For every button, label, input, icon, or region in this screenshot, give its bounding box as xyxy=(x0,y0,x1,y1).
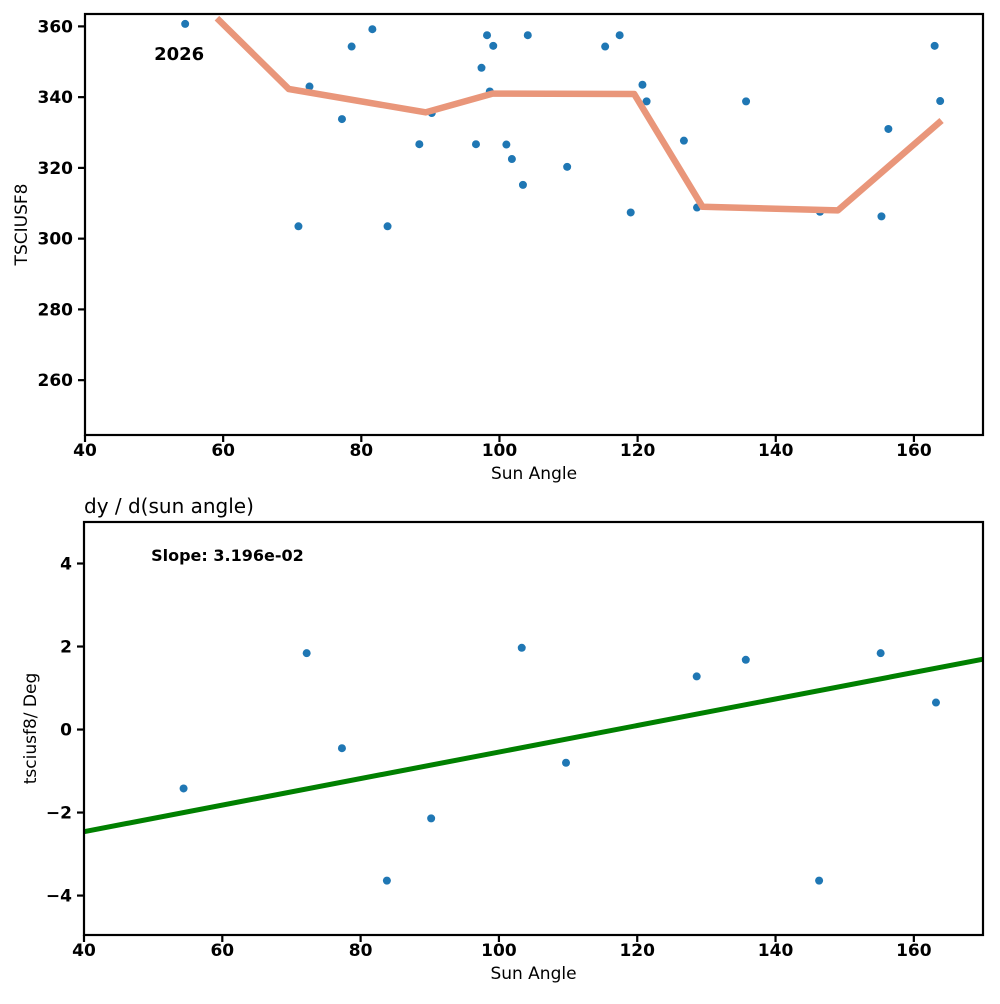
bottom-chart: dy / d(sun angle) 40 60 80 100 120 140 160 −4 −2 0… xyxy=(21,494,985,984)
x-tick-label: 100 xyxy=(482,441,518,461)
x-axis-label: Sun Angle xyxy=(491,464,577,484)
x-tick-label: 140 xyxy=(758,441,794,461)
y-tick-label: 320 xyxy=(38,159,74,179)
scatter-point xyxy=(305,82,314,91)
scatter-point xyxy=(518,180,527,189)
x-tick-label: 40 xyxy=(72,941,96,961)
y-tick-label: 4 xyxy=(60,555,72,575)
y-tick-label: 260 xyxy=(38,371,74,391)
scatter-point xyxy=(383,222,392,231)
x-tick-label: 100 xyxy=(481,941,517,961)
scatter-point xyxy=(483,31,492,40)
scatter-point xyxy=(337,115,346,124)
scatter-point xyxy=(741,655,750,664)
scatter-point xyxy=(337,744,346,753)
y-axis-label: TSCIUSF8 xyxy=(12,184,32,267)
x-tick-label: 120 xyxy=(620,441,656,461)
scatter-point xyxy=(368,25,377,34)
y-tick-label: 0 xyxy=(60,721,72,741)
y-tick-label: 360 xyxy=(38,17,74,37)
plot-spines xyxy=(83,12,985,437)
scatter-point xyxy=(179,784,188,793)
x-tick-label: 60 xyxy=(210,941,234,961)
y-axis-label: tsciusf8/ Deg xyxy=(21,673,41,785)
scatter-point xyxy=(615,31,624,40)
x-tick-label: 80 xyxy=(349,441,373,461)
scatter-point xyxy=(382,876,391,885)
x-tick-label: 40 xyxy=(73,441,97,461)
scatter-point xyxy=(181,19,190,28)
x-tick-label: 120 xyxy=(619,941,655,961)
scatter-point xyxy=(302,649,311,658)
regression-line xyxy=(83,656,984,835)
scatter-point xyxy=(517,643,526,652)
scatter-point xyxy=(931,698,940,707)
scatter-point xyxy=(692,672,701,681)
scatter-point xyxy=(679,136,688,145)
x-axis-label: Sun Angle xyxy=(490,964,576,984)
scatter-point xyxy=(815,876,824,885)
y-tick-label: −4 xyxy=(46,887,72,907)
x-tick-label: 160 xyxy=(896,941,932,961)
scatter-point xyxy=(427,814,436,823)
x-tick-label: 140 xyxy=(758,941,794,961)
derivative-scatter xyxy=(179,643,940,885)
y-tick-label: 300 xyxy=(38,230,74,250)
rolling-mean-line xyxy=(214,15,944,214)
scatter-point xyxy=(936,97,945,106)
scatter-point xyxy=(347,42,356,51)
scatter-point xyxy=(626,208,635,217)
y-tick-label: 340 xyxy=(38,88,74,108)
scatter-point xyxy=(742,97,751,106)
scatter-point xyxy=(523,31,532,40)
y-tick-label: 280 xyxy=(38,300,74,320)
x-tick-label: 160 xyxy=(896,441,932,461)
y-tick-label: 2 xyxy=(60,638,72,658)
scatter-point xyxy=(884,124,893,133)
scatter-point xyxy=(477,63,486,72)
scatter-point xyxy=(638,80,647,89)
scatter-point xyxy=(877,212,886,221)
top-chart: 40 60 80 100 120 140 160 260 280 300 320 340 360 Sun … xyxy=(12,12,985,484)
scatter-point xyxy=(601,42,610,51)
tsciusf8-scatter xyxy=(181,19,945,231)
y-tick-label: −2 xyxy=(46,804,72,824)
scatter-point xyxy=(502,140,511,149)
x-tick-label: 80 xyxy=(349,941,373,961)
scatter-point xyxy=(563,162,572,171)
plot-spines xyxy=(82,520,985,937)
scatter-point xyxy=(471,140,480,149)
scatter-point xyxy=(562,758,571,767)
scatter-point xyxy=(415,140,424,149)
scatter-point xyxy=(507,155,516,164)
chart-title: dy / d(sun angle) xyxy=(84,494,254,518)
scatter-point xyxy=(876,649,885,658)
scatter-point xyxy=(294,222,303,231)
scatter-point xyxy=(930,41,939,50)
scatter-point xyxy=(489,41,498,50)
annotation: Slope: 3.196e-02 xyxy=(151,546,304,565)
x-tick-label: 60 xyxy=(211,441,235,461)
scatter-point xyxy=(642,97,651,106)
annotation: 2026 xyxy=(154,44,204,65)
